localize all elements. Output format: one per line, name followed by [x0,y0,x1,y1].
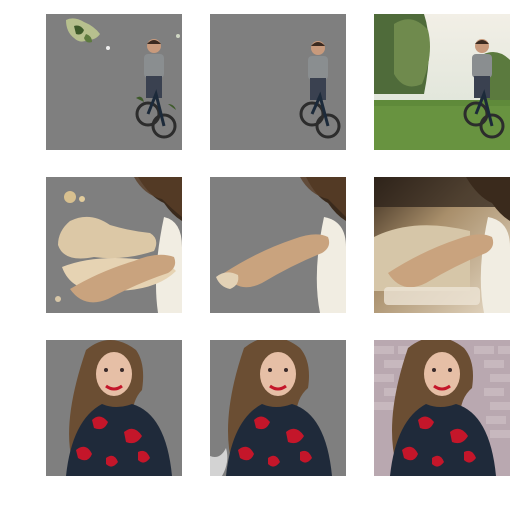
woman-masked-panel-2 [210,340,346,476]
arm-masked-panel-1 [46,177,182,313]
arm-original-photo [374,177,510,313]
cyclist-masked-panel-1 [46,14,182,150]
cyclist-original-photo [374,14,510,150]
woman-original-photo [374,340,510,476]
arm-masked-panel-2 [210,177,346,313]
cyclist-masked-panel-2 [210,14,346,150]
woman-masked-panel-1 [46,340,182,476]
